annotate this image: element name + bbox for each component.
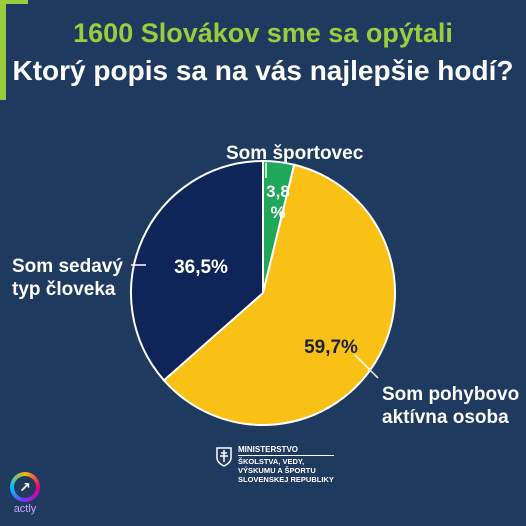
label-sedentary-line2: typ človeka [12,279,116,300]
pct-sport-line2: % [270,203,286,222]
label-sedentary-line1: Som sedavý [12,256,123,277]
label-active-line2: aktívna osoba [382,407,509,428]
label-active-line1: Som pohybovo [382,384,520,405]
pct-sport-line1: 3,8 [266,182,290,201]
headline: 1600 Slovákov sme sa opýtali [73,18,453,48]
accent-side-bar [0,0,6,100]
slice-sedentary [130,159,264,382]
actly-logo-circle: ↗ [10,472,40,502]
actly-logo: ↗ actly [8,472,42,515]
pct-active: 59,7% [304,337,358,358]
slice-active [162,163,396,426]
arrow-icon: ↗ [14,476,36,498]
accent-top-bar [0,0,28,4]
ministry-line-2: VÝSKUMU A ŠPORTU [238,466,316,475]
chart-title: Ktorý popis sa na vás najlepšie hodí? [12,55,514,86]
slovak-crest-icon [216,447,232,467]
ministry-line-1: ŠKOLSTVA, VEDY, [238,457,305,466]
leader-line-active [354,354,379,379]
ministry-logo: MINISTERSTVO ŠKOLSTVA, VEDY, VÝSKUMU A Š… [216,445,334,484]
actly-logo-text: actly [13,503,37,515]
ministry-title: MINISTERSTVO [238,445,334,456]
pct-sedentary: 36,5% [174,257,228,278]
ministry-line-3: SLOVENSKEJ REPUBLIKY [238,475,334,484]
label-sport: Som športovec [226,143,364,164]
